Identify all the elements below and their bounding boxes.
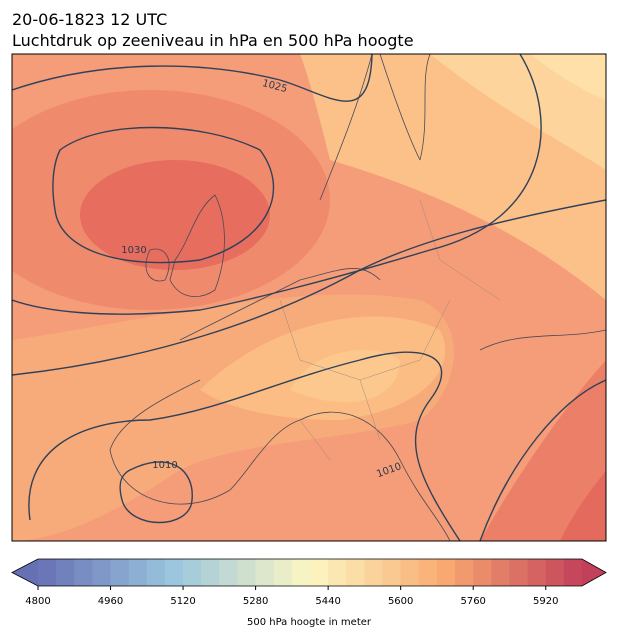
- colorbar-bin: [310, 559, 329, 586]
- colorbar-tick-label: 5760: [460, 596, 485, 607]
- colorbar-bin: [418, 559, 438, 586]
- map: 1025 1030 1010 1010: [12, 54, 606, 541]
- colorbar: 4800 4960 5120 5280 5440 5600 5760 5920: [11, 558, 607, 607]
- colorbar-bin: [400, 559, 420, 586]
- colorbar-bin: [183, 559, 202, 586]
- colorbar-bin: [201, 559, 220, 586]
- colorbar-bin: [563, 559, 583, 586]
- colorbar-bin: [436, 559, 456, 586]
- colorbar-outline: [11, 558, 607, 587]
- colorbar-tick-label: 4960: [98, 596, 123, 607]
- colorbar-bin: [110, 559, 130, 586]
- colorbar-bin: [364, 559, 384, 586]
- colorbar-bin: [92, 559, 112, 586]
- colorbar-extend-low: [12, 559, 38, 586]
- colorbar-bin: [74, 559, 93, 586]
- colorbar-bin: [219, 559, 238, 586]
- contour-label: 1030: [121, 245, 146, 256]
- colorbar-bin: [509, 559, 529, 586]
- colorbar-bin: [164, 559, 184, 586]
- subtitle: Luchtdruk op zeeniveau in hPa en 500 hPa…: [12, 31, 414, 50]
- colorbar-bin: [328, 559, 347, 586]
- colorbar-bin: [491, 559, 510, 586]
- colorbar-tick-label: 5920: [533, 596, 558, 607]
- colorbar-bin: [346, 559, 365, 586]
- colorbar-bin: [56, 559, 75, 586]
- colorbar-bin: [255, 559, 275, 586]
- colorbar-tick-label: 5440: [315, 596, 340, 607]
- colorbar-bin: [382, 559, 402, 586]
- colorbar-label: 500 hPa hoogte in meter: [247, 617, 372, 628]
- colorbar-bin: [545, 559, 565, 586]
- colorbar-bin: [128, 559, 148, 586]
- colorbar-bin: [146, 559, 166, 586]
- colorbar-bin: [273, 559, 293, 586]
- contour-label: 1010: [152, 460, 177, 471]
- colorbar-tick-label: 4800: [25, 596, 50, 607]
- title: 20-06-1823 12 UTC: [12, 10, 167, 29]
- colorbar-extend-high: [582, 559, 606, 586]
- colorbar-bin: [455, 559, 474, 586]
- colorbar-bin: [527, 559, 547, 586]
- colorbar-tick-label: 5600: [388, 596, 413, 607]
- colorbar-tick-label: 5280: [243, 596, 268, 607]
- colorbar-tick-label: 5120: [170, 596, 195, 607]
- colorbar-bin: [291, 559, 311, 586]
- colorbar-bin: [473, 559, 492, 586]
- map-frame: [11, 53, 607, 542]
- colorbar-bin: [237, 559, 257, 586]
- colorbar-bin: [38, 559, 57, 586]
